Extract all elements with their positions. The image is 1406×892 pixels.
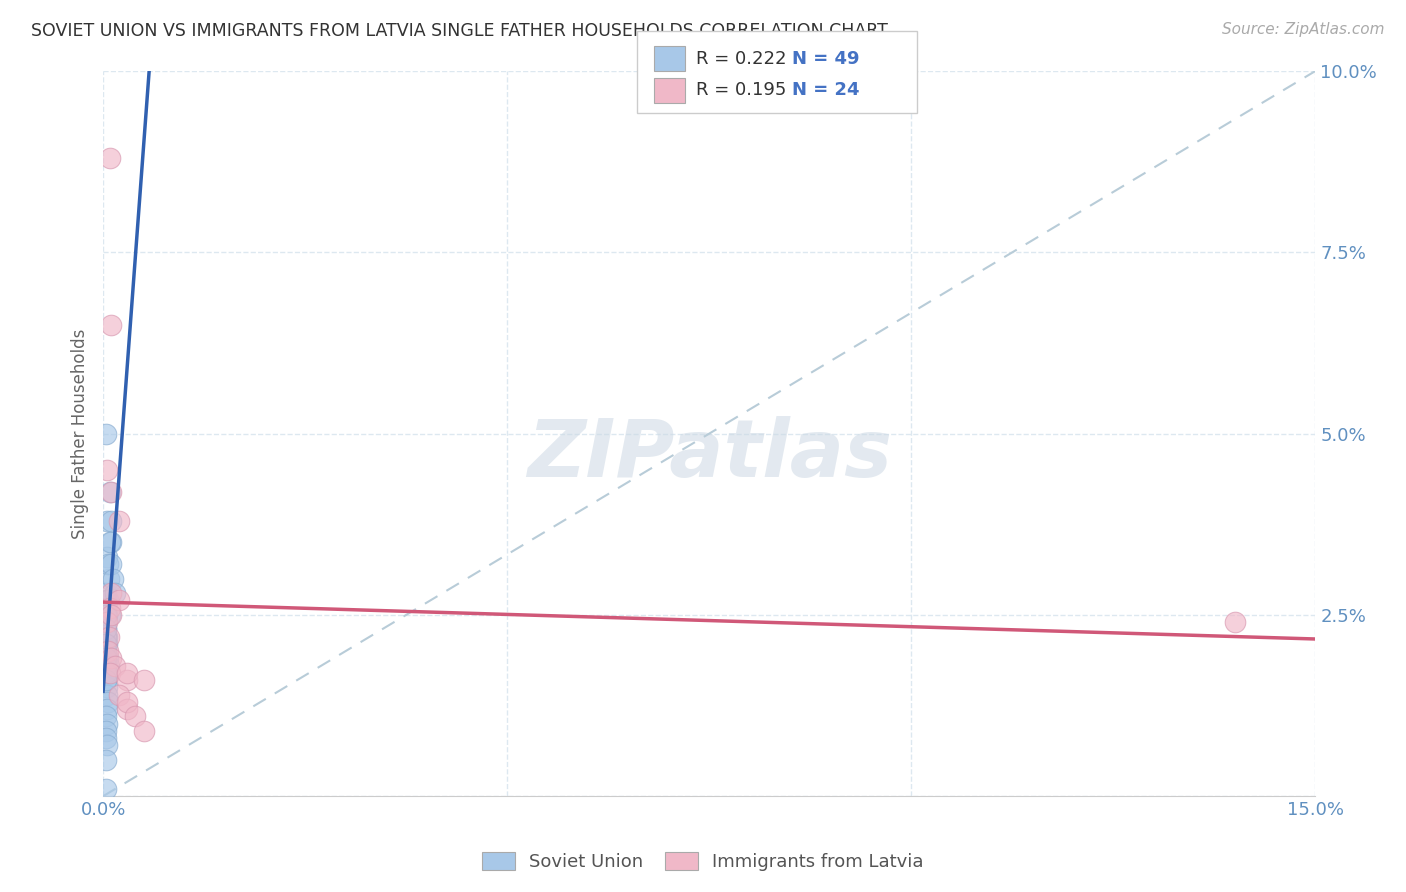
- Point: [98, 607, 121, 622]
- Point: [100, 651, 122, 665]
- Point: [98, 484, 121, 499]
- Text: SOVIET UNION VS IMMIGRANTS FROM LATVIA SINGLE FATHER HOUSEHOLDS CORRELATION CHAR: SOVIET UNION VS IMMIGRANTS FROM LATVIA S…: [31, 22, 887, 40]
- Point: [117, 702, 139, 716]
- Text: ZIPatlas: ZIPatlas: [527, 417, 891, 494]
- Point: [94, 630, 117, 644]
- Point: [96, 623, 118, 637]
- Point: [96, 665, 118, 680]
- Point: [94, 623, 117, 637]
- Point: [96, 514, 118, 528]
- Point: [100, 586, 122, 600]
- Point: [94, 673, 117, 687]
- Y-axis label: Single Father Households: Single Father Households: [72, 328, 89, 539]
- Text: Source: ZipAtlas.com: Source: ZipAtlas.com: [1222, 22, 1385, 37]
- Point: [100, 607, 122, 622]
- Point: [97, 557, 120, 571]
- Point: [98, 151, 121, 165]
- Point: [94, 781, 117, 796]
- Text: R = 0.222: R = 0.222: [696, 50, 786, 68]
- Point: [101, 572, 124, 586]
- Text: R = 0.195: R = 0.195: [696, 81, 786, 99]
- Point: [124, 709, 146, 723]
- Point: [117, 695, 139, 709]
- Point: [108, 593, 131, 607]
- Point: [1223, 615, 1246, 629]
- Point: [94, 637, 117, 651]
- Text: N = 49: N = 49: [792, 50, 859, 68]
- Point: [94, 426, 117, 441]
- Point: [94, 607, 117, 622]
- Point: [108, 514, 131, 528]
- Point: [98, 600, 121, 615]
- Point: [97, 644, 120, 658]
- Point: [100, 318, 122, 332]
- Point: [117, 665, 139, 680]
- Point: [96, 702, 118, 716]
- Point: [96, 644, 118, 658]
- Point: [96, 753, 118, 767]
- Point: [94, 731, 117, 746]
- Point: [97, 658, 120, 673]
- Point: [104, 658, 127, 673]
- Point: [96, 593, 118, 607]
- Point: [98, 665, 121, 680]
- Point: [94, 658, 117, 673]
- Point: [96, 688, 118, 702]
- Text: N = 24: N = 24: [792, 81, 859, 99]
- Point: [94, 586, 117, 600]
- Point: [96, 637, 118, 651]
- Point: [96, 463, 118, 477]
- Legend: Soviet Union, Immigrants from Latvia: Soviet Union, Immigrants from Latvia: [475, 845, 931, 879]
- Point: [100, 557, 122, 571]
- Point: [96, 723, 118, 738]
- Point: [96, 739, 118, 753]
- Point: [108, 688, 131, 702]
- Point: [97, 572, 120, 586]
- Point: [100, 484, 122, 499]
- Point: [104, 586, 127, 600]
- Point: [96, 716, 118, 731]
- Point: [132, 673, 155, 687]
- Point: [97, 630, 120, 644]
- Point: [96, 549, 118, 564]
- Point: [97, 593, 120, 607]
- Point: [96, 673, 118, 687]
- Point: [97, 695, 120, 709]
- Point: [94, 665, 117, 680]
- Point: [96, 644, 118, 658]
- Point: [94, 651, 117, 665]
- Point: [96, 630, 118, 644]
- Point: [96, 681, 118, 695]
- Point: [96, 615, 118, 629]
- Point: [100, 535, 122, 549]
- Point: [98, 535, 121, 549]
- Point: [96, 615, 118, 629]
- Point: [94, 630, 117, 644]
- Point: [94, 600, 117, 615]
- Point: [96, 607, 118, 622]
- Point: [100, 514, 122, 528]
- Point: [117, 673, 139, 687]
- Point: [96, 607, 118, 622]
- Point: [97, 651, 120, 665]
- Point: [96, 709, 118, 723]
- Point: [132, 723, 155, 738]
